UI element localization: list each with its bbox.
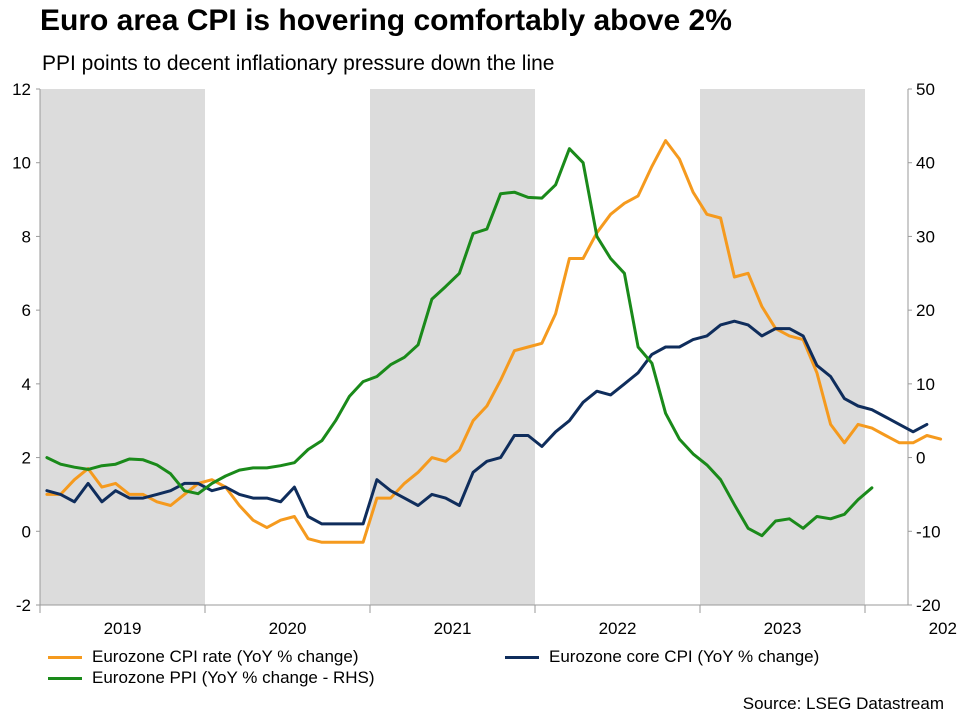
right-tick-label: -20 <box>916 596 941 615</box>
right-tick-label: 50 <box>916 80 935 99</box>
left-tick-label: 8 <box>22 227 31 246</box>
x-tick-label: 2023 <box>764 619 802 638</box>
legend-swatch-core-cpi <box>505 655 539 659</box>
legend-item-core-cpi: Eurozone core CPI (YoY % change) <box>505 647 819 667</box>
shaded-years <box>40 89 865 605</box>
right-tick-label: 0 <box>916 449 925 468</box>
left-tick-label: 2 <box>22 449 31 468</box>
legend-label-cpi: Eurozone CPI rate (YoY % change) <box>92 647 359 666</box>
source-note: Source: LSEG Datastream <box>742 694 944 713</box>
left-tick-label: -2 <box>16 596 31 615</box>
left-tick-label: 6 <box>22 301 31 320</box>
legend-item-cpi: Eurozone CPI rate (YoY % change) <box>48 647 359 667</box>
x-tick-label: 2022 <box>599 619 637 638</box>
chart-frame <box>36 88 912 613</box>
left-tick-label: 12 <box>12 80 31 99</box>
series-line-ppi <box>45 147 874 538</box>
shade-2019 <box>40 89 205 605</box>
legend-swatch-cpi <box>48 655 82 659</box>
shade-2023 <box>700 89 865 605</box>
right-tick-label: 20 <box>916 301 935 320</box>
series-line-core-cpi <box>45 319 929 526</box>
legend-label-ppi: Eurozone PPI (YoY % change - RHS) <box>92 668 375 687</box>
chart-subtitle: PPI points to decent inflationary pressu… <box>42 52 555 75</box>
x-tick-label: 2020 <box>269 619 307 638</box>
legend-label-core-cpi: Eurozone core CPI (YoY % change) <box>549 647 820 666</box>
right-tick-label: 40 <box>916 154 935 173</box>
x-tick-label: 2019 <box>104 619 142 638</box>
left-tick-label: 0 <box>22 522 31 541</box>
right-tick-label: 30 <box>916 227 935 246</box>
x-tick-label: 2021 <box>434 619 472 638</box>
right-tick-label: -10 <box>916 522 941 541</box>
left-tick-label: 10 <box>12 154 31 173</box>
legend-swatch-ppi <box>48 676 82 680</box>
left-tick-label: 4 <box>22 375 31 394</box>
series-lines <box>45 139 943 544</box>
right-tick-label: 10 <box>916 375 935 394</box>
series-line-cpi <box>45 139 943 544</box>
legend-item-ppi: Eurozone PPI (YoY % change - RHS) <box>48 668 375 688</box>
chart-title: Euro area CPI is hovering comfortably ab… <box>40 4 732 37</box>
shade-2021 <box>370 89 535 605</box>
